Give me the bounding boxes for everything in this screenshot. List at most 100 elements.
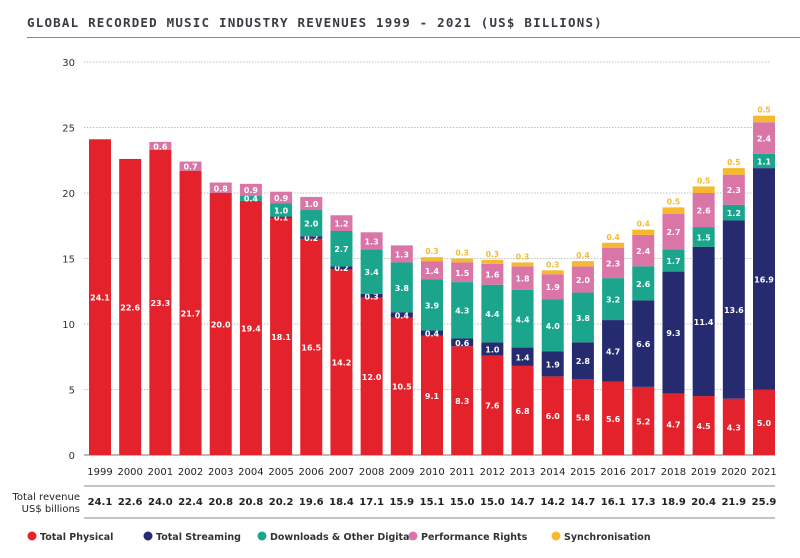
chart-title: GLOBAL RECORDED MUSIC INDUSTRY REVENUES … bbox=[27, 15, 603, 30]
data-label: 1.4 bbox=[515, 353, 530, 362]
bar-segment bbox=[481, 263, 504, 285]
y-tick-label: 20 bbox=[62, 189, 75, 200]
data-label: 0.6 bbox=[153, 142, 168, 151]
data-label: 4.5 bbox=[697, 422, 712, 431]
y-tick-label: 5 bbox=[69, 386, 75, 397]
data-label: 0.6 bbox=[455, 339, 470, 348]
bar-segment bbox=[692, 186, 715, 193]
data-label: 11.4 bbox=[694, 318, 714, 327]
data-label: 1.9 bbox=[546, 283, 561, 292]
x-tick-label: 2009 bbox=[389, 467, 414, 478]
data-label: 0.2 bbox=[304, 234, 318, 243]
data-label: 0.5 bbox=[697, 176, 710, 185]
total-value: 20.4 bbox=[691, 497, 716, 508]
data-label: 2.7 bbox=[666, 228, 680, 237]
bar-segment bbox=[602, 242, 625, 249]
bar-segment bbox=[481, 284, 504, 343]
bar-segment bbox=[722, 220, 745, 399]
x-tick-label: 2006 bbox=[299, 467, 324, 478]
bar-segment bbox=[753, 153, 775, 169]
data-label: 0.2 bbox=[334, 264, 348, 273]
bar-segment bbox=[360, 232, 383, 250]
bar-segment bbox=[330, 266, 353, 269]
bar-segment bbox=[390, 262, 413, 313]
legend-swatch bbox=[27, 531, 37, 541]
data-label: 6.6 bbox=[636, 340, 651, 349]
x-tick-label: 2016 bbox=[600, 467, 625, 478]
data-label: 1.9 bbox=[546, 360, 561, 369]
bar-segment bbox=[541, 351, 564, 377]
total-value: 16.1 bbox=[601, 497, 626, 508]
x-tick-label: 2003 bbox=[208, 467, 233, 478]
bar-segment bbox=[602, 381, 625, 455]
data-label: 4.3 bbox=[727, 423, 741, 432]
x-tick-label: 2017 bbox=[631, 467, 656, 478]
data-label: 3.8 bbox=[576, 314, 591, 323]
data-label: 0.3 bbox=[486, 250, 499, 259]
x-tick-label: 2021 bbox=[751, 467, 776, 478]
bar-segment bbox=[571, 379, 594, 455]
total-value: 14.2 bbox=[540, 497, 565, 508]
legend-label: Synchronisation bbox=[564, 532, 651, 543]
data-label: 1.3 bbox=[395, 250, 409, 259]
bar-segment bbox=[692, 396, 715, 455]
data-label: 0.8 bbox=[214, 184, 229, 193]
bar-segment bbox=[662, 213, 685, 250]
bar-segment bbox=[602, 320, 625, 382]
bar-segment bbox=[451, 282, 474, 339]
bar-segment bbox=[571, 266, 594, 293]
legend-label: Performance Rights bbox=[421, 532, 528, 543]
total-value: 15.9 bbox=[389, 497, 414, 508]
legend-swatch bbox=[551, 531, 561, 541]
total-value: 19.6 bbox=[299, 497, 324, 508]
total-value: 14.7 bbox=[571, 497, 596, 508]
total-value: 18.9 bbox=[661, 497, 686, 508]
legend-swatch bbox=[408, 531, 418, 541]
total-value: 25.9 bbox=[752, 497, 777, 508]
bar-segment bbox=[209, 182, 232, 193]
bar-segment bbox=[149, 149, 172, 455]
data-label: 1.3 bbox=[365, 237, 379, 246]
data-label: 0.3 bbox=[456, 249, 469, 258]
total-value: 14.7 bbox=[510, 497, 535, 508]
data-label: 10.5 bbox=[392, 383, 412, 392]
bar-segment bbox=[390, 312, 413, 318]
bar-segment bbox=[511, 266, 534, 290]
bar-segment bbox=[239, 183, 262, 196]
x-tick-label: 2018 bbox=[661, 467, 686, 478]
legend-swatch bbox=[143, 531, 153, 541]
legend-label: Total Physical bbox=[40, 532, 113, 543]
bar-segment bbox=[511, 262, 534, 267]
totals-label: Total revenue bbox=[12, 492, 80, 503]
bar-segment bbox=[451, 258, 474, 263]
bar-segment bbox=[421, 330, 443, 336]
data-label: 12.0 bbox=[362, 373, 382, 382]
x-tick-label: 2014 bbox=[540, 467, 565, 478]
data-label: 0.4 bbox=[637, 220, 650, 229]
data-label: 2.0 bbox=[304, 220, 319, 229]
x-tick-label: 2010 bbox=[419, 467, 444, 478]
bar-segment bbox=[360, 297, 383, 455]
data-label: 4.0 bbox=[546, 322, 561, 331]
bar-segment bbox=[481, 259, 504, 264]
data-label: 0.4 bbox=[395, 311, 410, 320]
data-label: 24.1 bbox=[90, 294, 110, 303]
total-value: 24.1 bbox=[88, 497, 113, 508]
x-tick-label: 2000 bbox=[117, 467, 142, 478]
data-label: 5.2 bbox=[636, 417, 650, 426]
bar-segment bbox=[541, 274, 564, 300]
bar-segment bbox=[602, 278, 625, 321]
bar-segment bbox=[270, 191, 293, 204]
data-label: 1.4 bbox=[425, 267, 440, 276]
data-label: 0.1 bbox=[274, 214, 289, 223]
x-tick-label: 2008 bbox=[359, 467, 384, 478]
data-label: 1.0 bbox=[274, 207, 289, 216]
x-tick-label: 2001 bbox=[148, 467, 173, 478]
data-label: 6.8 bbox=[515, 407, 530, 416]
data-label: 22.6 bbox=[120, 303, 140, 312]
data-label: 1.0 bbox=[485, 345, 500, 354]
y-tick-label: 0 bbox=[69, 451, 75, 462]
bar-segment bbox=[753, 389, 775, 455]
data-label: 1.2 bbox=[727, 209, 741, 218]
